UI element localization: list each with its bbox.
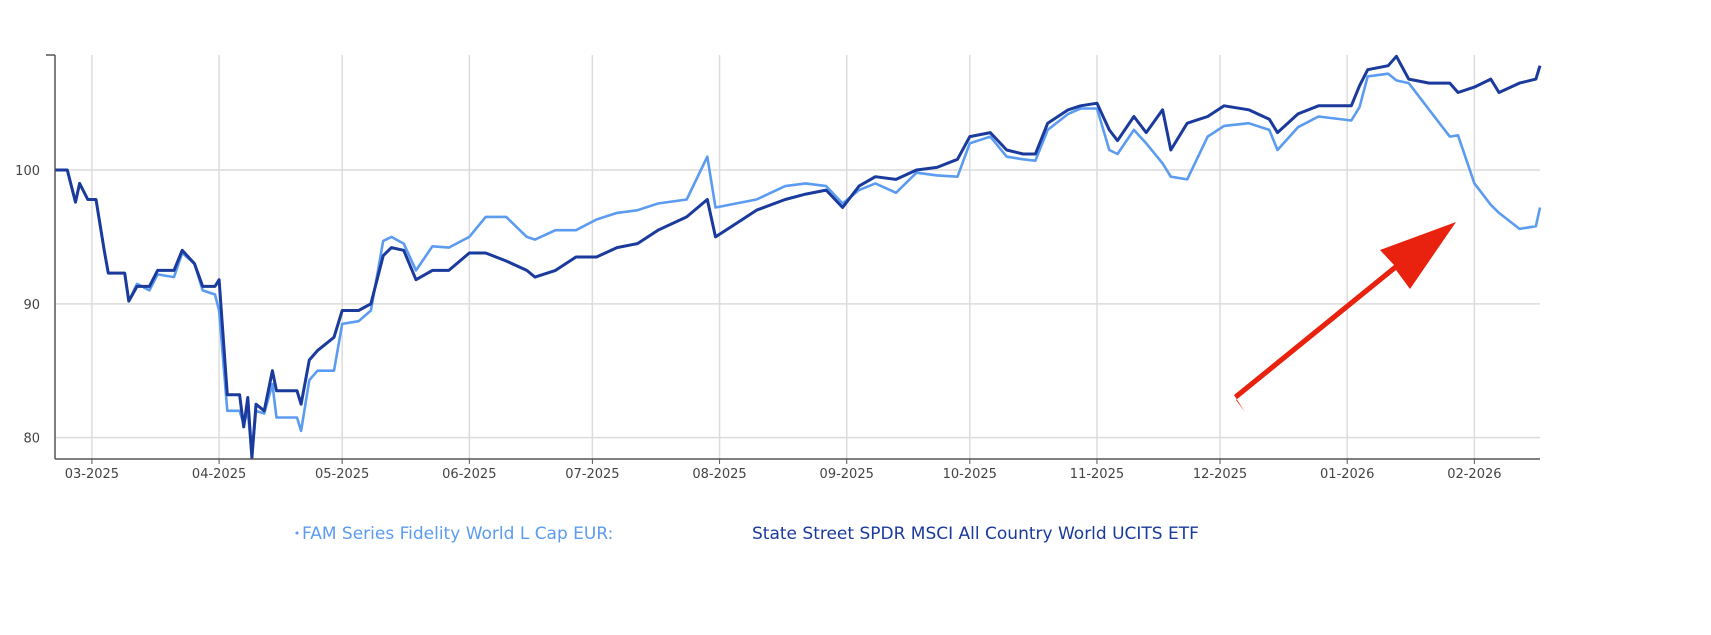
y-tick-label: 90 [23, 298, 40, 313]
legend-label-spdr: State Street SPDR MSCI All Country World… [752, 524, 1199, 544]
series-line-1 [55, 54, 1542, 460]
legend: FAM Series Fidelity World L Cap EUR: Sta… [295, 524, 1199, 544]
x-tick-label: 03-2025 [65, 467, 119, 482]
x-tick-label: 12-2025 [1193, 467, 1247, 482]
x-tick-label: 08-2025 [692, 467, 746, 482]
grid [55, 55, 1540, 459]
x-tick-label: 09-2025 [820, 467, 874, 482]
x-tick-label: 01-2026 [1320, 467, 1374, 482]
legend-label-fam: FAM Series Fidelity World L Cap EUR: [302, 524, 613, 544]
annotation-arrow [1234, 222, 1456, 412]
series-lines [55, 54, 1542, 460]
red-arrow-icon [1234, 222, 1456, 412]
y-ticks: 80 90 100 [15, 164, 40, 447]
y-tick-label: 80 [23, 432, 40, 447]
x-tick-label: 04-2025 [192, 467, 246, 482]
x-tick-label: 10-2025 [943, 467, 997, 482]
y-tick-label: 100 [15, 164, 40, 179]
x-tick-label: 05-2025 [315, 467, 369, 482]
x-tick-label: 06-2025 [442, 467, 496, 482]
legend-marker-fam [295, 531, 299, 535]
x-tick-label: 11-2025 [1070, 467, 1124, 482]
x-ticks: 03-2025 04-2025 05-2025 06-2025 07-2025 08-20… [65, 459, 1502, 482]
x-tick-label: 07-2025 [565, 467, 619, 482]
series-line-0 [55, 72, 1542, 460]
x-tick-label: 02-2026 [1447, 467, 1501, 482]
